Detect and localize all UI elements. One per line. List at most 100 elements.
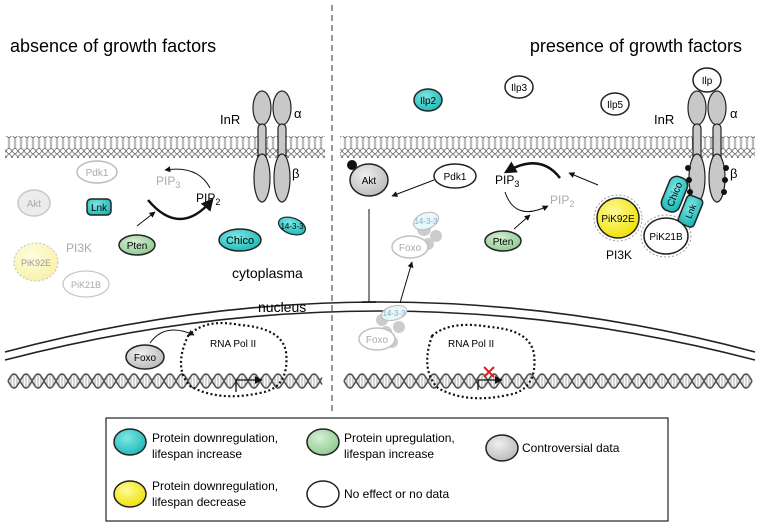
nuclear-envelope-outer (4, 301, 756, 353)
membrane-right (340, 136, 755, 158)
legend-swatch-yellow (113, 480, 147, 508)
pip3-to-pip2-arrow (164, 166, 211, 189)
legend-white-label: No effect or no data (344, 487, 450, 501)
legend-green-label: Protein upregulation, lifespan increase (344, 431, 458, 461)
akt-left-label: Akt (27, 199, 42, 210)
membrane-left (5, 136, 325, 158)
dna-right (343, 373, 753, 389)
transcription-arrow-left (235, 376, 263, 392)
legend-swatch-green (306, 428, 340, 456)
chico-right (660, 175, 689, 213)
pik21b-right-halo (640, 214, 692, 258)
chico-left (218, 228, 262, 252)
pten-left-arrow (136, 211, 156, 227)
foxo-left-label: Foxo (134, 353, 157, 364)
akt-left (17, 189, 51, 217)
pik21b-right-label: PiK21B (649, 232, 683, 243)
pik92e-conversion-arrow (503, 161, 561, 179)
legend-gray-label: Controversial data (522, 441, 620, 455)
pten-left-label: Pten (127, 241, 148, 252)
pi3k-left-label: PI3K (66, 241, 92, 255)
fourteen33-left (277, 216, 307, 236)
lnk-right (677, 194, 704, 228)
rna-pol-right-label: RNA Pol II (448, 339, 494, 350)
legend-swatch-white (306, 480, 340, 508)
pten-right (484, 230, 522, 252)
pdk1-left (76, 160, 118, 184)
foxo-complex-nucleus (358, 304, 408, 351)
foxo-right-a-label: Foxo (399, 243, 422, 254)
pdk1-left-label: Pdk1 (86, 168, 109, 179)
foxo-export-arrow (399, 261, 414, 304)
pik21b-left (62, 270, 110, 298)
pdk1-to-akt-arrow (391, 179, 435, 197)
nuclear-envelope-inner (4, 310, 756, 361)
pik92e-left (13, 242, 59, 282)
rna-pol-left (179, 321, 288, 398)
lnk-left-label: Lnk (91, 203, 108, 214)
alpha-label-left: α (294, 106, 302, 121)
beta-label-left: β (292, 166, 299, 181)
cytoplasma-label: cytoplasma (232, 265, 303, 281)
nucleus-label: nucleus (258, 299, 306, 315)
ilp-label: Ilp (702, 76, 713, 87)
foxo-right-b-label: Foxo (366, 335, 389, 346)
legend-yellow-label: Protein downregulation, lifespan decreas… (152, 479, 281, 509)
inr-receptor-left (252, 90, 292, 203)
legend-teal-label: Protein downregulation, lifespan increas… (152, 431, 281, 461)
fourteen33-left-label: 14-3-3 (280, 222, 304, 231)
pten-right-arrow (513, 214, 531, 230)
pip2-right: PIP2 (550, 193, 574, 209)
pdk1-right (433, 163, 477, 189)
pip3-left: PIP3 (156, 174, 180, 190)
lnk-left (86, 198, 112, 216)
foxo-complex-cytoplasm (391, 211, 442, 259)
inr-label-left: InR (220, 112, 240, 127)
akt-right (349, 163, 389, 197)
legend-swatch-teal (113, 428, 147, 456)
ilp2-label: Ilp2 (420, 96, 437, 107)
fourteen33-right-b-label: 14-3-3 (382, 309, 406, 318)
pip3-to-pip2-arrow-right (504, 191, 549, 213)
inr-receptor-right (685, 90, 729, 203)
pik92e-left-label: PiK92E (21, 258, 51, 268)
pdk1-right-label: Pdk1 (444, 172, 467, 183)
pip3-right: PIP3 (495, 173, 519, 189)
pi3k-to-pip-arrow (568, 172, 599, 186)
ilp3-ligand (504, 75, 534, 99)
ilp3-label: Ilp3 (511, 83, 528, 94)
fourteen33-right-a-label: 14-3-3 (414, 217, 438, 226)
pik21b-right (643, 217, 689, 255)
dna-left (7, 373, 323, 389)
rna-pol-right (426, 323, 536, 400)
blocked-x-icon (483, 366, 495, 378)
left-title: absence of growth factors (10, 36, 216, 56)
chico-left-label: Chico (226, 235, 254, 247)
right-title: presence of growth factors (530, 36, 742, 56)
alpha-label-right: α (730, 106, 738, 121)
pten-conversion-arrow (147, 198, 214, 221)
legend-swatch-gray (485, 434, 519, 462)
ilp-ligand (692, 67, 722, 93)
ilp2-ligand (413, 88, 443, 112)
ilp5-ligand (600, 92, 630, 116)
akt-membrane-anchor (347, 160, 357, 170)
pik92e-right (596, 197, 640, 239)
rna-pol-left-label: RNA Pol II (210, 339, 256, 350)
transcription-arrow-right (477, 376, 503, 390)
ilp5-label: Ilp5 (607, 100, 624, 111)
inr-label-right: InR (654, 112, 674, 127)
akt-right-label: Akt (362, 176, 377, 187)
pik21b-left-label: PiK21B (71, 280, 101, 290)
pik92e-right-halo (593, 194, 643, 242)
pten-left (118, 234, 156, 256)
pten-right-label: Pten (493, 237, 514, 248)
foxo-left-arrow (149, 329, 195, 344)
legend-box (105, 417, 669, 522)
foxo-left (125, 344, 165, 370)
pik92e-right-label: PiK92E (601, 214, 635, 225)
pi3k-right-label: PI3K (606, 248, 632, 262)
beta-label-right: β (730, 166, 737, 181)
